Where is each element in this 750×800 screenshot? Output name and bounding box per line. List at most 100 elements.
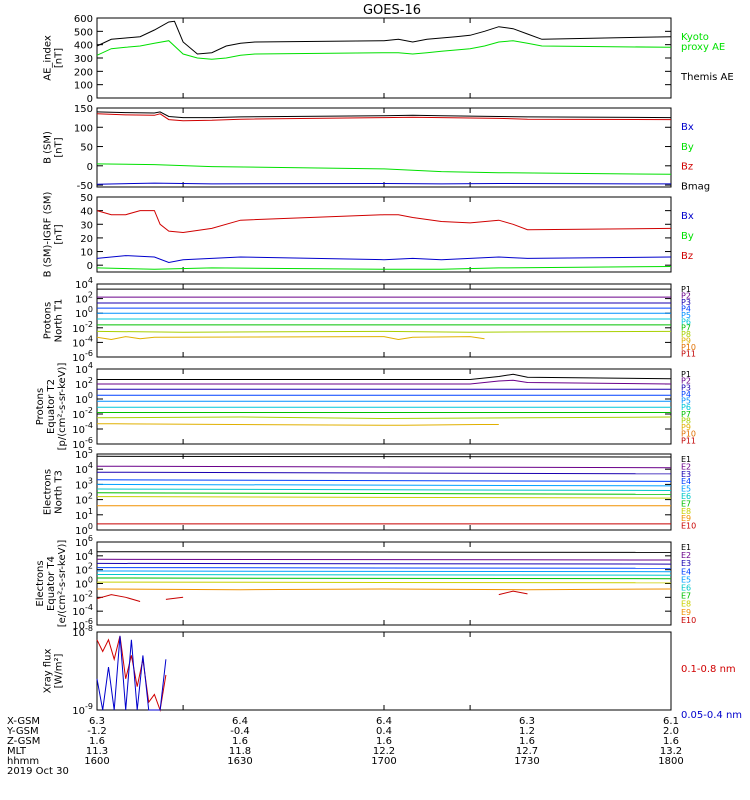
legend-entry: E1 — [681, 543, 691, 552]
legend-entry: E7 — [681, 499, 691, 508]
y-tick-label: 10-6 — [72, 349, 93, 364]
y-tick-label: 0 — [87, 261, 93, 272]
y-tick-label: -50 — [77, 181, 93, 192]
series-line — [96, 479, 672, 482]
footer-value: 1.6 — [376, 736, 392, 747]
legend-entry: P10 — [681, 343, 696, 352]
plot-frame — [96, 453, 672, 531]
series-line — [96, 182, 672, 185]
legend-entry: E5 — [681, 485, 691, 494]
footer-value: 1730 — [514, 756, 539, 767]
series-line — [96, 111, 672, 119]
series-line — [96, 40, 672, 60]
series-line — [96, 551, 672, 553]
series-line — [96, 255, 672, 264]
legend-entry: Kyoto — [681, 32, 709, 43]
legend-entry: E3 — [681, 470, 691, 479]
y-tick-label: 10-6 — [72, 617, 93, 632]
footer-value: 13.2 — [660, 746, 682, 757]
footer-value: 1.6 — [519, 736, 535, 747]
legend-entry: proxy AE — [681, 42, 725, 53]
legend-entry: E5 — [681, 575, 691, 584]
series-line — [96, 455, 672, 458]
y-tick-label: 300 — [74, 54, 93, 65]
series-line — [96, 266, 672, 270]
footer-value: 6.3 — [519, 716, 535, 727]
y-tick-label: 102 — [75, 562, 93, 577]
legend-entry: P7 — [681, 324, 691, 333]
y-axis-label: Electrons — [43, 469, 54, 515]
series-line — [96, 567, 672, 569]
series-line — [96, 492, 672, 495]
legend-entry: P4 — [681, 304, 691, 313]
series-line — [96, 483, 672, 487]
footer-row-label: 2019 Oct 30 — [7, 766, 69, 777]
series-line — [165, 596, 184, 600]
y-axis-label: B (SM) — [43, 131, 54, 164]
legend-entry: Bmag — [681, 181, 710, 192]
series-line — [96, 465, 672, 469]
panel-bsm: -50 0 50 100 150 B (SM) [nT] Bx By Bz Bmag — [43, 104, 711, 192]
panel-xray: 10-9 10-8 Xray flux [W/m²] 0.1-0.8 nm 0.05-0.… — [43, 624, 743, 721]
y-tick-label: 0 — [87, 94, 93, 105]
legend-entry: P5 — [681, 397, 691, 406]
legend-entry: P11 — [681, 436, 696, 445]
legend-entry: P3 — [681, 383, 691, 392]
footer-value: 1800 — [658, 756, 683, 767]
figure-title: GOES-16 — [363, 3, 421, 18]
legend-entry: E3 — [681, 559, 691, 568]
y-tick-label: 103 — [75, 476, 93, 491]
y-tick-label: 10-2 — [72, 406, 93, 421]
y-tick-label: 102 — [75, 492, 93, 507]
footer-row-label: Y-GSM — [6, 726, 39, 737]
plot-frame — [96, 631, 672, 711]
legend-entry: 0.05-0.4 nm — [681, 710, 742, 721]
y-axis-label: [e/(cm²-s-sr-keV)] — [57, 540, 68, 628]
legend-entry: E1 — [681, 455, 691, 464]
y-tick-label: 106 — [75, 534, 93, 549]
legend-entry: By — [681, 231, 694, 242]
legend-entry: P2 — [681, 377, 691, 386]
y-axis-label: [nT] — [54, 224, 65, 244]
y-axis-label: [W/m²] — [54, 653, 65, 688]
y-axis-label: B (SM)-IGRF (SM) — [43, 192, 54, 278]
footer-value: 6.1 — [663, 716, 679, 727]
footer-value: 1.6 — [663, 736, 679, 747]
footer-value: 1.2 — [519, 726, 535, 737]
footer-value: 11.8 — [229, 746, 251, 757]
y-tick-label: 100 — [75, 522, 93, 537]
y-tick-label: 105 — [75, 446, 93, 461]
series-line — [96, 496, 672, 499]
legend-entry: E4 — [681, 567, 691, 576]
footer-row-label: X-GSM — [7, 716, 40, 727]
series-line — [96, 330, 672, 333]
y-tick-label: 102 — [75, 291, 93, 306]
y-tick-label: 100 — [74, 81, 93, 92]
footer-value: -1.2 — [87, 726, 107, 737]
legend-entry: P7 — [681, 410, 691, 419]
series-line — [97, 423, 499, 426]
y-tick-label: 0 — [87, 162, 93, 173]
plot-frame — [96, 283, 672, 358]
legend-entry: P1 — [681, 285, 691, 294]
panel-bigrf: 0 10 20 30 40 50 B (SM)-IGRF (SM) [nT] Bx By Bz — [43, 192, 694, 278]
footer-value: 6.3 — [89, 716, 105, 727]
legend-entry: By — [681, 142, 694, 153]
y-tick-label: 200 — [74, 67, 93, 78]
legend-entry: P3 — [681, 298, 691, 307]
series-line — [96, 20, 672, 55]
footer-value: 1.6 — [232, 736, 248, 747]
series-line — [96, 594, 141, 602]
y-axis-label: North T1 — [54, 299, 65, 343]
plot-frame — [96, 196, 672, 273]
y-tick-label: 30 — [80, 220, 93, 231]
legend-entry: Bz — [681, 162, 693, 173]
series-line — [96, 210, 672, 234]
y-tick-label: 104 — [75, 461, 93, 476]
y-tick-label: 20 — [80, 234, 93, 245]
y-tick-label: 100 — [74, 123, 93, 134]
legend-entry: E2 — [681, 551, 691, 560]
y-axis-label: North T3 — [54, 470, 65, 514]
